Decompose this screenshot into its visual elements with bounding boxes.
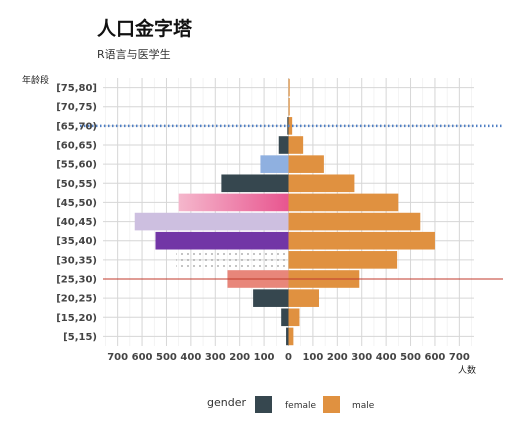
x-tick-label: 100 [302, 352, 323, 363]
y-tick-label: [40,45) [56, 217, 97, 228]
bar-male-[55,60) [288, 155, 324, 173]
bar-male-[5,15) [288, 327, 294, 346]
y-tick-label: [70,75) [56, 102, 97, 113]
bar-female-[65,70) [287, 117, 289, 135]
x-tick-label: 600 [132, 352, 153, 363]
y-axis-title: 年龄段 [22, 74, 49, 86]
x-tick-label: 600 [425, 352, 446, 363]
bar-male-[30,35) [288, 251, 398, 269]
bar-male-[65,70) [288, 117, 293, 135]
bar-female-[30,35) [176, 251, 289, 269]
bar-female-[55,60) [260, 155, 289, 173]
y-tick-label: [45,50) [56, 198, 97, 209]
x-tick-label: 300 [351, 352, 372, 363]
y-tick-label: [20,25) [56, 294, 97, 305]
legend-swatch-female [255, 396, 272, 413]
x-tick-label: 200 [229, 352, 250, 363]
y-tick-label: [55,60) [56, 160, 97, 171]
chart-subtitle: R语言与医学生 [97, 47, 171, 61]
bar-female-[40,45) [134, 212, 289, 231]
reference-lines [80, 124, 503, 280]
x-tick-label: 400 [376, 352, 397, 363]
y-tick-labels: [5,15) [15,20) [20,25) [25,30) [30,35) [35,40… [56, 83, 97, 343]
bar-male-[40,45) [288, 212, 421, 231]
y-tick-label: [30,35) [56, 255, 97, 266]
x-tick-label: 300 [205, 352, 226, 363]
y-tick-label: [65,70) [56, 121, 97, 132]
y-tick-label: [50,55) [56, 179, 97, 190]
y-tick-label: [75,80] [56, 83, 97, 94]
bar-female-[50,55) [221, 174, 289, 193]
x-tick-labels: 700 600 500 400 300 200 100 0 100 200 300 400 500 600… [107, 352, 470, 363]
bar-female-[5,15) [286, 327, 289, 346]
y-tick-label: [60,65) [56, 141, 97, 152]
bar-male-[35,40) [288, 231, 435, 250]
x-tick-label: 400 [180, 352, 201, 363]
x-tick-label: 700 [449, 352, 470, 363]
legend-label-male: male [352, 401, 375, 411]
legend: gender female male [207, 396, 375, 413]
bar-male-[70,75) [288, 97, 290, 116]
x-tick-label: 500 [400, 352, 421, 363]
x-axis-title: 人数 [458, 364, 476, 376]
y-tick-label: [35,40) [56, 236, 97, 247]
x-tick-label: 500 [156, 352, 177, 363]
y-tick-label: [25,30) [56, 275, 97, 286]
bar-female-[45,50) [178, 193, 289, 212]
bar-male-[50,55) [288, 174, 355, 193]
bar-male-[20,25) [288, 289, 320, 307]
y-tick-label: [5,15) [63, 332, 97, 343]
x-tick-label: 200 [327, 352, 348, 363]
chart-title: 人口金字塔 [97, 17, 193, 40]
bar-female-[35,40) [155, 231, 289, 250]
legend-title: gender [207, 396, 246, 409]
bar-male-[75,80] [288, 78, 290, 97]
bar-female-[15,20) [281, 308, 289, 327]
y-tick-label: [15,20) [56, 313, 97, 324]
bar-male-[60,65) [288, 136, 304, 154]
x-tick-label: 0 [285, 352, 292, 363]
bar-male-[15,20) [288, 308, 300, 327]
x-tick-label: 700 [107, 352, 128, 363]
x-tick-label: 100 [254, 352, 275, 363]
bar-female-[60,65) [278, 136, 289, 154]
bar-female-[20,25) [253, 289, 289, 307]
legend-swatch-male [323, 396, 340, 413]
legend-label-female: female [285, 401, 316, 411]
bar-male-[45,50) [288, 193, 399, 212]
